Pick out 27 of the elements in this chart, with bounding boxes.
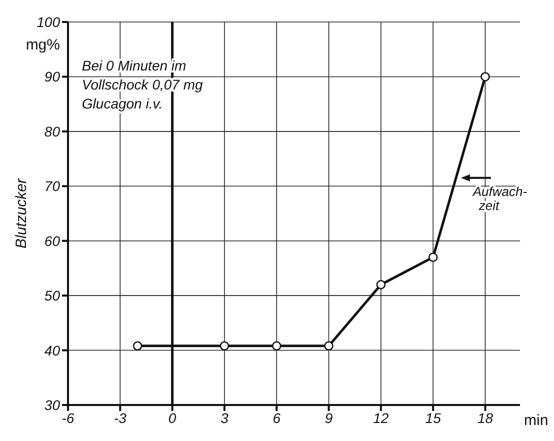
text: mg% <box>26 36 60 54</box>
x-tick-label: 9 <box>324 410 333 426</box>
y-axis-title: Blutzucker <box>13 177 30 249</box>
point <box>480 72 490 82</box>
y-tick-label: 100 <box>36 14 60 30</box>
y-tick-label: 50 <box>44 288 60 304</box>
point <box>272 341 282 351</box>
y-tick-label: 60 <box>44 232 60 249</box>
point <box>376 280 386 290</box>
x-tick-label: -6 <box>62 410 74 426</box>
y-tick-label: 80 <box>44 123 60 140</box>
x-tick-label: 0 <box>168 410 176 426</box>
x-tick-label: -3 <box>114 410 127 426</box>
y-tick-label: 90 <box>44 68 60 85</box>
x-tick-label: 18 <box>477 410 494 426</box>
x-tick-label: 3 <box>220 410 229 426</box>
y-tick-label: 30 <box>44 396 60 413</box>
point <box>428 252 438 262</box>
x-axis-title: min <box>524 412 548 429</box>
y-tick-label: 70 <box>44 178 60 194</box>
y-tick-label: 40 <box>44 342 60 358</box>
x-tick-label: 12 <box>373 410 389 426</box>
x-tick-label: 15 <box>425 410 442 426</box>
point <box>324 341 334 351</box>
x-tick-label: 6 <box>272 410 281 426</box>
point <box>132 341 142 351</box>
point <box>220 341 230 351</box>
